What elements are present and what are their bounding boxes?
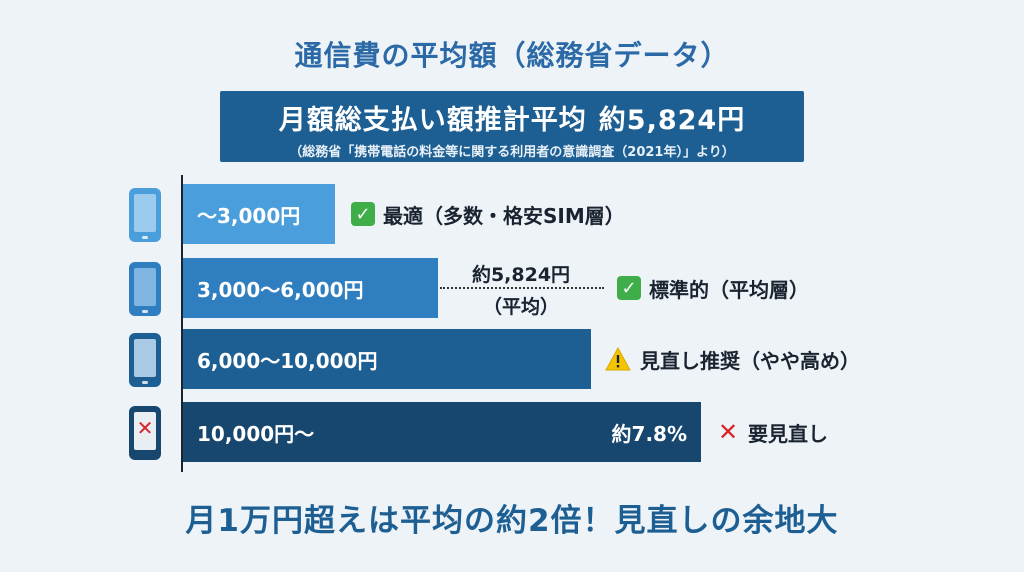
bar-row-4: 10,000円〜 約7.8% — [183, 402, 701, 462]
bar-share-label: 約7.8% — [611, 421, 687, 446]
summary-box: 月額総支払い額推計平均 約5,824円 （総務省「携帯電話の料金等に関する利用者の… — [220, 91, 804, 162]
phone-icon — [129, 262, 161, 316]
bar-label: 10,000円〜 — [197, 421, 315, 446]
assessment-text: 標準的（平均層） — [649, 277, 809, 302]
summary-amount: 約5,824円 — [598, 105, 746, 136]
bar-row-1: 〜3,000円 — [183, 184, 335, 244]
phone-icon — [129, 333, 161, 387]
average-caption: （平均） — [482, 296, 559, 318]
row-1-assessment: ✓ 最適（多数・格安SIM層） — [351, 200, 625, 228]
check-icon: ✓ — [351, 202, 375, 226]
phone-icon — [129, 188, 161, 242]
assessment-text: 要見直し — [748, 421, 828, 446]
phone-x-icon: ✕ — [129, 406, 161, 460]
average-marker-line — [440, 287, 604, 289]
summary-label: 月額総支払い額推計平均 — [278, 105, 587, 136]
summary-headline: 月額総支払い額推計平均 約5,824円 — [220, 98, 804, 137]
assessment-text: 見直し推奨（やや高め） — [640, 348, 860, 373]
cross-icon: ✕ — [717, 418, 739, 446]
assessment-text: 最適（多数・格安SIM層） — [383, 203, 625, 228]
bar-label: 〜3,000円 — [197, 203, 301, 228]
page-title: 通信費の平均額（総務省データ） — [294, 39, 730, 72]
bar-label: 6,000〜10,000円 — [197, 348, 378, 373]
row-2-assessment: ✓ 標準的（平均層） — [617, 274, 809, 302]
warning-icon — [604, 347, 632, 371]
average-value: 約5,824円 — [471, 264, 571, 286]
row-3-assessment: 見直し推奨（やや高め） — [604, 345, 860, 373]
bar-row-2: 3,000〜6,000円 — [183, 258, 438, 318]
check-icon: ✓ — [617, 276, 641, 300]
footer-message: 月1万円超えは平均の約2倍！見直しの余地大 — [185, 503, 839, 539]
bar-row-3: 6,000〜10,000円 — [183, 329, 591, 389]
summary-source: （総務省「携帯電話の料金等に関する利用者の意識調査（2021年）」より） — [289, 145, 735, 160]
bar-label: 3,000〜6,000円 — [197, 277, 364, 302]
chart-axis-line — [181, 175, 183, 472]
row-4-assessment: ✕ 要見直し — [716, 418, 828, 446]
